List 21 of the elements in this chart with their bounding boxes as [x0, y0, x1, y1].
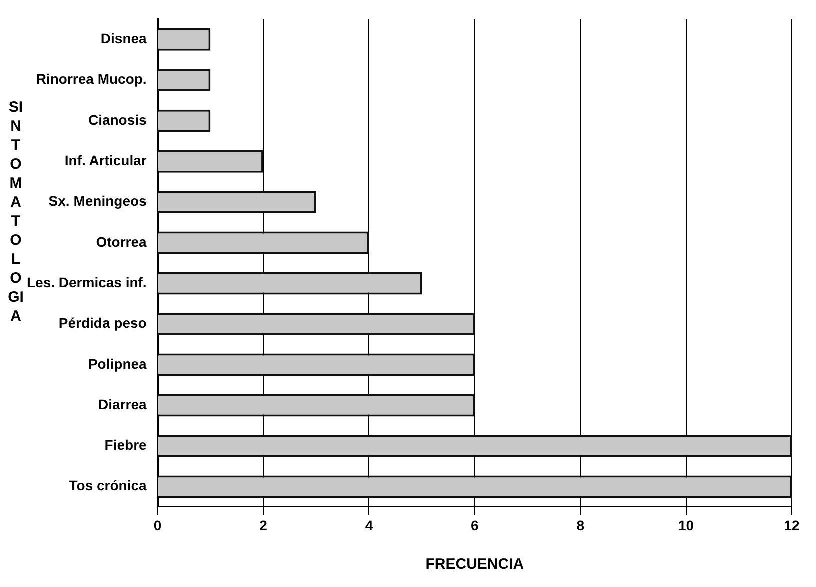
y-tick-label: Diarrea	[98, 396, 148, 412]
y-tick-label: Sx. Meningeos	[48, 193, 148, 210]
x-axis-title: FRECUENCIA	[426, 556, 524, 574]
x-tick-label: 4	[365, 517, 374, 534]
x-tick-label: 8	[576, 517, 585, 534]
y-tick-label: Fiebre	[104, 437, 148, 454]
y-tick-label: Inf. Articular	[64, 152, 148, 169]
x-tick-label: 0	[154, 517, 162, 534]
y-tick-label: Tos crónica	[69, 478, 148, 494]
y-tick-label: Disnea	[100, 30, 148, 47]
x-tick-label: 6	[471, 517, 480, 534]
y-tick-label: Rinorrea Mucop.	[36, 71, 147, 88]
y-tick-label: Polipnea	[88, 356, 148, 372]
y-tick-label: Pérdida peso	[58, 315, 147, 332]
text: SINTOMATOLOGIA	[8, 99, 24, 325]
x-tick-label: 2	[260, 517, 268, 534]
y-tick-label: Cianosis	[88, 112, 148, 128]
x-tick-label: 10	[678, 517, 694, 534]
y-tick-label: Les. Dermicas inf.	[27, 274, 147, 290]
y-tick-label: Otorrea	[96, 234, 148, 250]
x-tick-label: 12	[784, 517, 800, 534]
